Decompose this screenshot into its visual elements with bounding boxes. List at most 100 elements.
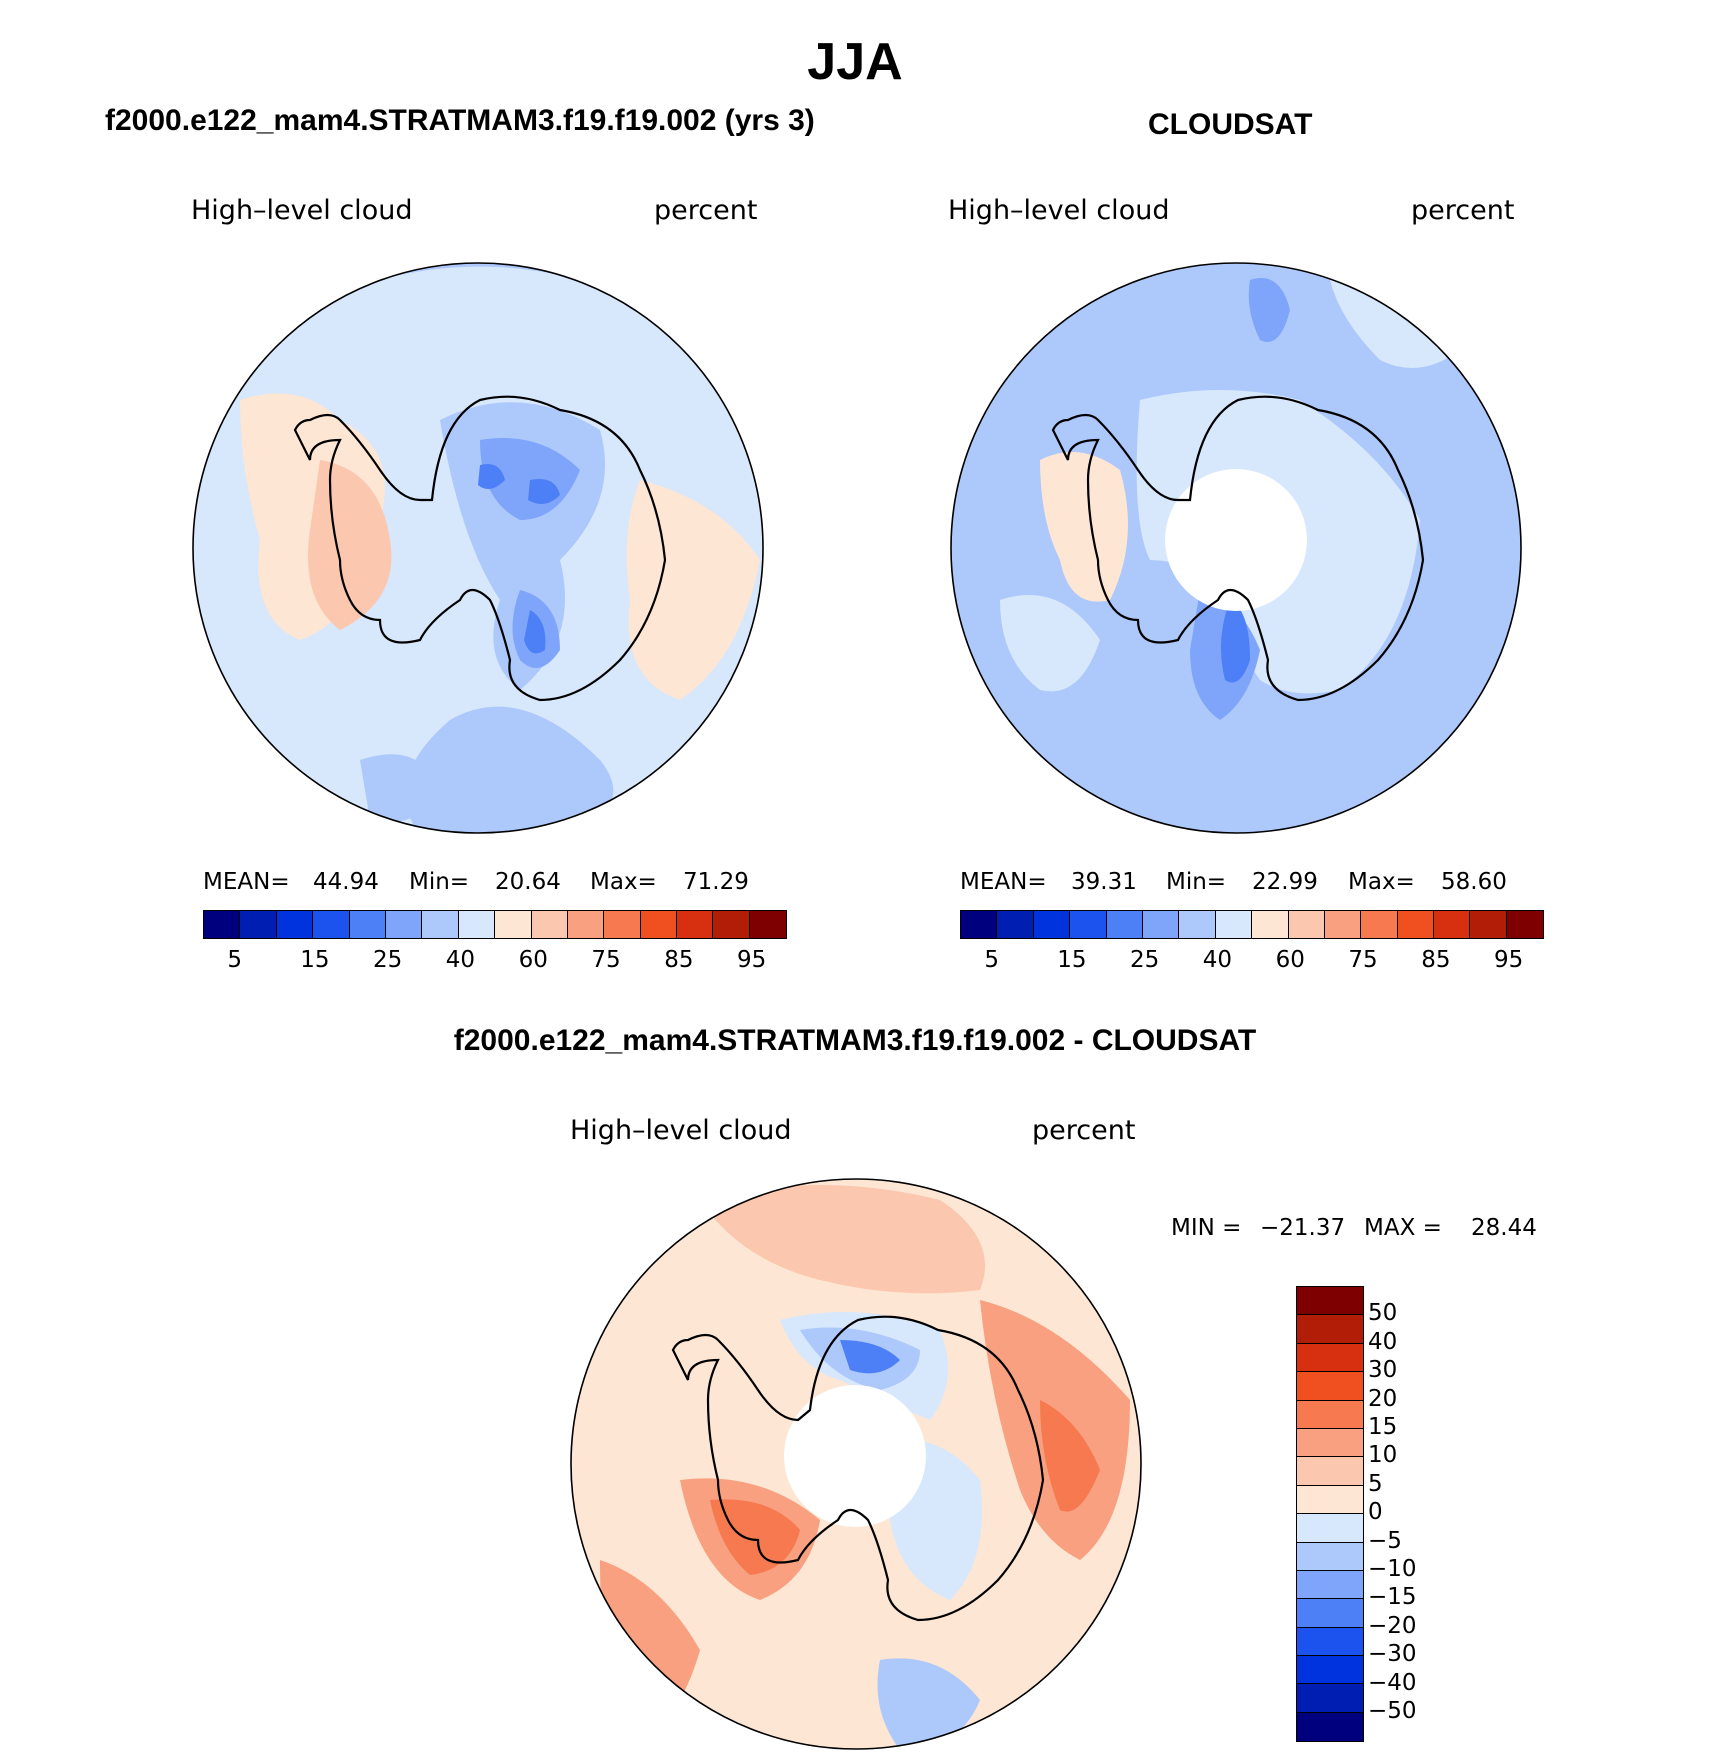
colorbar-swatch	[677, 911, 714, 938]
colorbar-tick-label: 60	[1275, 947, 1305, 973]
colorbar-swatch	[1297, 1656, 1363, 1685]
colorbar-swatch	[349, 911, 386, 938]
panel1-variable-label: High–level cloud	[191, 195, 413, 226]
colorbar-tick-label: 5	[227, 947, 243, 973]
panel2-units-label: percent	[1411, 195, 1515, 226]
panel2-coastline	[1051, 395, 1425, 702]
colorbar-tick-label: −50	[1368, 1698, 1417, 1724]
colorbar-tick-label: −10	[1368, 1556, 1417, 1582]
colorbar-swatch	[1297, 1514, 1363, 1543]
panel3-field-region	[877, 1658, 980, 1749]
colorbar-tick-label: 50	[1368, 1300, 1398, 1327]
colorbar-swatch	[1297, 1712, 1363, 1742]
colorbar-swatch	[1179, 911, 1216, 938]
panel3-colorbar-ticks: 50 40 30 20 15 10 5 0 −5 −10 −15 −20 −30 −40 −50	[1368, 1286, 1448, 1746]
figure-title: JJA	[807, 33, 903, 91]
panel3-coastline	[671, 1315, 1045, 1622]
panel1-min-value: 20.64	[495, 869, 561, 895]
panel2-title: CLOUDSAT	[1148, 108, 1313, 141]
colorbar-tick-label: −30	[1368, 1641, 1417, 1668]
colorbar-swatch	[1215, 911, 1253, 938]
colorbar-swatch	[961, 911, 998, 938]
panel2-field-region	[1221, 600, 1250, 683]
colorbar-tick-label: −20	[1368, 1612, 1417, 1639]
panel1-min-label: Min=	[409, 869, 470, 895]
panel1-max-label: Max=	[590, 869, 657, 895]
colorbar-tick-label: 40	[1368, 1328, 1398, 1355]
colorbar-tick-label: 75	[1348, 947, 1378, 973]
panel3-field-region	[700, 1185, 985, 1294]
panel3-min-label: MIN =	[1171, 1215, 1242, 1241]
panel2-mean-label: MEAN=	[960, 869, 1047, 895]
colorbar-tick-label: 5	[984, 947, 1000, 973]
colorbar-tick-label: 15	[1368, 1414, 1398, 1440]
panel1-field-region	[478, 464, 505, 489]
colorbar-swatch	[640, 911, 678, 938]
colorbar-swatch	[1297, 1315, 1363, 1344]
colorbar-swatch	[1297, 1684, 1363, 1713]
colorbar-swatch	[1297, 1400, 1363, 1429]
colorbar-swatch	[749, 911, 787, 938]
panel1-max-value: 71.29	[683, 869, 749, 895]
panel2-min-label: Min=	[1166, 869, 1227, 895]
panel1-colorbar	[203, 910, 788, 939]
colorbar-swatch	[713, 911, 750, 938]
panel2-variable-label: High–level cloud	[948, 195, 1170, 226]
panel1-field-region	[626, 480, 760, 700]
colorbar-tick-label: 95	[737, 947, 767, 973]
colorbar-swatch	[1297, 1542, 1363, 1571]
colorbar-swatch	[1297, 1457, 1363, 1486]
colorbar-swatch	[1252, 911, 1289, 938]
colorbar-swatch	[567, 911, 605, 938]
colorbar-swatch	[1397, 911, 1435, 938]
colorbar-swatch	[1297, 1428, 1363, 1458]
panel3-variable-label: High–level cloud	[570, 1115, 792, 1146]
panel2-map-boundary	[950, 262, 1522, 834]
panel1-units-label: percent	[654, 195, 758, 226]
colorbar-swatch	[1288, 911, 1325, 938]
colorbar-tick-label: 40	[1202, 947, 1233, 973]
panel3-field-region	[710, 1499, 800, 1575]
panel2-field-region	[1000, 595, 1100, 692]
colorbar-tick-label: 40	[445, 947, 476, 973]
colorbar-swatch	[495, 911, 532, 938]
panel2-field-region	[1248, 278, 1290, 342]
panel1-title: f2000.e122_mam4.STRATMAM3.f19.f19.002 (y…	[105, 104, 815, 137]
panel3-max-label: MAX =	[1364, 1215, 1442, 1241]
colorbar-swatch	[531, 911, 568, 938]
panel3-min-value: −21.37	[1260, 1215, 1346, 1241]
colorbar-tick-label: 75	[591, 947, 621, 973]
panel1-field-region	[524, 610, 546, 654]
panel3-field-region	[840, 1340, 900, 1374]
colorbar-swatch	[997, 911, 1034, 938]
colorbar-tick-label: 15	[1057, 947, 1087, 973]
panel2-min-value: 22.99	[1252, 869, 1318, 895]
panel2-mean-value: 39.31	[1071, 869, 1137, 895]
colorbar-tick-label: 10	[1368, 1442, 1398, 1469]
colorbar-swatch	[1297, 1599, 1363, 1628]
colorbar-swatch	[313, 911, 350, 938]
colorbar-swatch	[458, 911, 496, 938]
panel1-field-region	[528, 479, 560, 504]
panel3-map-boundary	[570, 1178, 1142, 1750]
colorbar-swatch	[276, 911, 314, 938]
colorbar-swatch	[1297, 1343, 1363, 1373]
panel1-field-region	[480, 438, 580, 520]
colorbar-tick-label: 95	[1494, 947, 1524, 973]
colorbar-tick-label: 5	[1368, 1470, 1383, 1497]
colorbar-tick-label: 0	[1368, 1499, 1383, 1526]
colorbar-tick-label: 25	[1130, 947, 1160, 973]
panel3-field-region	[1040, 1400, 1100, 1512]
colorbar-swatch	[604, 911, 641, 938]
colorbar-swatch	[1297, 1627, 1363, 1657]
panel2-colorbar-ticks: 5 15 25 40 60 75 85 95	[960, 947, 1523, 977]
panel2-max-label: Max=	[1348, 869, 1415, 895]
colorbar-tick-label: 25	[373, 947, 403, 973]
panel3-title: f2000.e122_mam4.STRATMAM3.f19.f19.002 - …	[453, 1024, 1257, 1057]
panel1-mean-label: MEAN=	[203, 869, 290, 895]
panel3-missing-data-hole	[784, 1385, 926, 1527]
colorbar-tick-label: −5	[1368, 1527, 1402, 1554]
colorbar-tick-label: −15	[1368, 1584, 1417, 1611]
colorbar-swatch	[1070, 911, 1107, 938]
